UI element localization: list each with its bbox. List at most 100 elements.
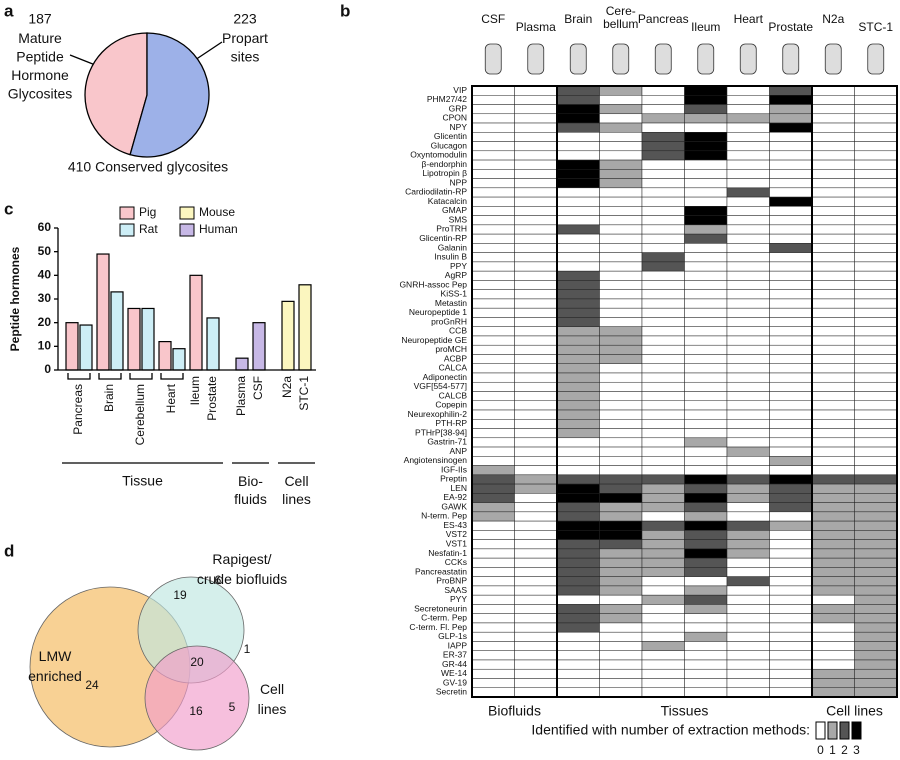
heat-cell [641, 178, 685, 189]
heat-cell [811, 85, 855, 96]
heat-cell [854, 169, 898, 179]
heat-cell [556, 493, 600, 503]
heat-cell [641, 95, 685, 105]
set-label: Rapigest/crude biofluids [197, 551, 287, 587]
heat-cell [514, 530, 558, 540]
heat-cell [471, 548, 515, 559]
heat-cell [684, 474, 728, 485]
heat-cell [599, 631, 643, 642]
heat-cell [769, 363, 813, 374]
column-icon [782, 43, 800, 75]
heat-cell [684, 419, 728, 429]
heat-cell [641, 530, 685, 540]
heat-cell [811, 668, 855, 679]
heat-cell [726, 372, 770, 383]
heat-cell [556, 224, 600, 235]
heat-cell [471, 428, 515, 439]
heat-cell [811, 270, 855, 281]
heat-cell [514, 604, 558, 614]
heat-cell [726, 298, 770, 309]
heat-cell [599, 169, 643, 179]
heat-cell [854, 354, 898, 364]
heat-cell [726, 446, 770, 457]
panel-letter: a [4, 1, 14, 20]
column-icon [569, 43, 587, 75]
heat-cell [726, 95, 770, 105]
heat-cell [514, 372, 558, 383]
heat-cell [556, 141, 600, 152]
heat-cell [471, 150, 515, 161]
heat-cell [684, 493, 728, 503]
heat-cell [811, 252, 855, 263]
heat-cell [769, 474, 813, 485]
heat-cell [599, 548, 643, 559]
heat-cell [599, 85, 643, 96]
heat-cell [811, 548, 855, 559]
heat-cell [556, 391, 600, 402]
heat-cell [769, 159, 813, 170]
row-label: EA-92 [443, 492, 467, 502]
heat-cell [769, 604, 813, 614]
heat-cell [769, 437, 813, 448]
row-label: IGF-IIs [441, 464, 467, 474]
heat-cell [684, 178, 728, 189]
row-label: GNRH-assoc Pep [399, 279, 467, 289]
heat-cell [811, 483, 855, 494]
heat-cell [769, 243, 813, 253]
heat-cell [556, 687, 600, 698]
row-label: ProBNP [436, 576, 467, 586]
heat-cell [726, 437, 770, 448]
heat-cell [514, 594, 558, 605]
y-tick-label: 40 [38, 268, 52, 282]
row-label: SAAS [444, 585, 467, 595]
heat-cell [854, 409, 898, 420]
heat-cell [854, 557, 898, 568]
heat-cell [811, 400, 855, 411]
heat-cell [854, 159, 898, 170]
heat-cell [726, 474, 770, 485]
heat-cell [769, 456, 813, 466]
heat-cell [726, 122, 770, 133]
heat-cell [684, 252, 728, 263]
heat-cell [514, 298, 558, 309]
heat-cell [854, 307, 898, 318]
group-label-line: Cell [284, 473, 308, 489]
y-tick-label: 10 [38, 339, 52, 353]
heat-cell [769, 169, 813, 179]
heat-cell [556, 539, 600, 550]
heat-cell [811, 650, 855, 661]
heat-cell [556, 585, 600, 596]
row-label: ES-43 [443, 520, 467, 530]
bar [172, 348, 186, 371]
heat-cell [684, 307, 728, 318]
heat-cell [684, 344, 728, 355]
row-label: proMCH [435, 344, 467, 354]
heat-cell [514, 511, 558, 522]
heat-cell [684, 326, 728, 337]
heat-cell [769, 613, 813, 624]
heat-cell [684, 678, 728, 688]
heat-cell [641, 622, 685, 633]
heat-cell [599, 594, 643, 605]
heat-cell [684, 409, 728, 420]
heat-cell [641, 132, 685, 142]
heat-cell [726, 104, 770, 115]
heat-cell [556, 289, 600, 300]
heat-cell [684, 437, 728, 448]
heat-cell [684, 567, 728, 577]
heat-cell [726, 493, 770, 503]
heatmap-border [471, 85, 898, 698]
heat-cell [514, 678, 558, 688]
heat-cell [811, 215, 855, 226]
heat-cell [471, 557, 515, 568]
heat-cell [854, 196, 898, 207]
row-label: Lipotropin β [422, 168, 467, 178]
heat-cell [471, 456, 515, 466]
heat-cell [854, 243, 898, 253]
heat-cell [769, 668, 813, 679]
heat-cell [684, 456, 728, 466]
heat-cell [514, 465, 558, 476]
heat-cell [641, 317, 685, 327]
heat-cell [854, 261, 898, 272]
heat-cell [514, 85, 558, 96]
